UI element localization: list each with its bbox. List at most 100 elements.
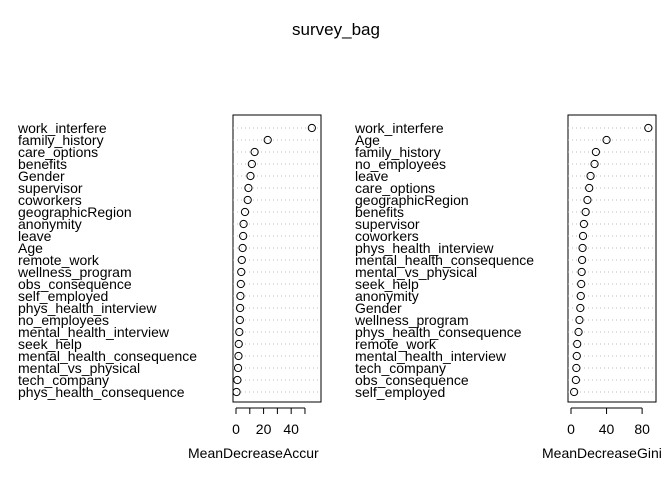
data-point [263, 135, 272, 145]
data-point [572, 363, 581, 373]
data-point [578, 231, 588, 241]
data-point [576, 291, 585, 301]
data-point [572, 351, 581, 361]
variable-label: no_employees [355, 156, 446, 172]
plot-frame [232, 114, 322, 403]
data-point [578, 243, 587, 253]
variable-label: seek_help [18, 336, 82, 352]
data-point [243, 195, 252, 205]
data-point [577, 279, 586, 289]
data-point [235, 315, 244, 325]
data-point [250, 147, 259, 157]
data-point [232, 387, 241, 397]
data-point [236, 303, 245, 313]
data-point [570, 387, 579, 397]
variable-label: seek_help [355, 276, 419, 292]
variable-label: leave [18, 228, 52, 244]
data-point [237, 267, 246, 277]
x-axis-label: MeanDecreaseAccur [188, 445, 319, 461]
variable-label: care_options [18, 144, 98, 160]
data-point [239, 219, 248, 229]
variable-label: phys_health_interview [355, 240, 494, 256]
data-point [237, 255, 246, 265]
variable-label: Gender [355, 300, 402, 316]
variable-label: remote_work [18, 252, 100, 268]
data-point [244, 183, 253, 193]
data-point [571, 375, 580, 385]
variable-label: leave [355, 168, 389, 184]
variable-label: supervisor [355, 216, 420, 232]
x-tick-label: 80 [634, 421, 650, 437]
variable-label: phys_health_interview [18, 300, 157, 316]
data-point [585, 183, 594, 193]
variable-label: family_history [355, 144, 441, 160]
data-point [307, 123, 316, 133]
variable-label: mental_health_interview [355, 348, 507, 364]
data-point [602, 135, 611, 145]
data-point [578, 255, 587, 265]
variable-label: geographicRegion [355, 192, 469, 208]
data-point [579, 219, 588, 229]
panels: work_interferefamily_historycare_options… [17, 114, 662, 461]
data-point [239, 231, 248, 241]
data-point [236, 279, 245, 289]
variable-label: coworkers [355, 228, 419, 244]
data-point [240, 207, 250, 217]
chart-title: survey_bag [292, 20, 380, 39]
variable-label: remote_work [355, 336, 437, 352]
variable-label: mental_vs_physical [355, 264, 477, 280]
x-tick-label: 40 [283, 421, 299, 437]
data-point [591, 147, 600, 157]
variable-label: coworkers [18, 192, 82, 208]
variable-label: Age [18, 240, 43, 256]
variable-label: Age [355, 132, 380, 148]
variable-label: tech_company [355, 360, 446, 376]
data-point [235, 327, 244, 337]
x-tick-label: 0 [567, 421, 575, 437]
variable-label: supervisor [18, 180, 83, 196]
variable-label: self_employed [18, 288, 108, 304]
data-point [583, 195, 592, 205]
data-point [234, 351, 243, 361]
data-point [233, 363, 243, 373]
variable-label: wellness_program [354, 312, 469, 328]
variable-label: mental_health_interview [18, 324, 170, 340]
data-point [246, 171, 255, 181]
data-point [577, 267, 586, 277]
data-point [573, 339, 582, 349]
data-point [576, 303, 585, 313]
data-point [590, 159, 599, 169]
data-point [581, 207, 590, 217]
variable-label: self_employed [355, 384, 445, 400]
x-axis-label: MeanDecreaseGini [542, 445, 662, 461]
variable-label: care_options [355, 180, 435, 196]
variable-label: wellness_program [17, 264, 132, 280]
variable-label: obs_consequence [355, 372, 469, 388]
x-tick-label: 0 [232, 421, 240, 437]
variable-label: tech_company [18, 372, 109, 388]
variable-label: benefits [18, 156, 67, 172]
variable-label: obs_consequence [18, 276, 132, 292]
panel-1: work_interferefamily_historycare_options… [17, 114, 322, 461]
x-tick-label: 20 [256, 421, 272, 437]
data-point [644, 123, 653, 133]
variable-label: family_history [18, 132, 104, 148]
data-point [236, 291, 245, 301]
data-point [234, 339, 243, 349]
variable-label: mental_health_consequence [355, 252, 534, 268]
variable-label: mental_vs_physical [18, 360, 140, 376]
variable-label: anonymity [355, 288, 419, 304]
variable-label: mental_health_consequence [18, 348, 197, 364]
data-point [574, 327, 583, 337]
variable-label: work_interfere [354, 120, 444, 136]
data-point [586, 171, 595, 181]
variable-label: geographicRegion [18, 204, 132, 220]
variable-label: phys_health_consequence [18, 384, 185, 400]
variable-label: benefits [355, 204, 404, 220]
data-point [575, 315, 584, 325]
x-tick-label: 40 [599, 421, 615, 437]
variable-label: no_employees [18, 312, 109, 328]
variable-label: phys_health_consequence [355, 324, 522, 340]
